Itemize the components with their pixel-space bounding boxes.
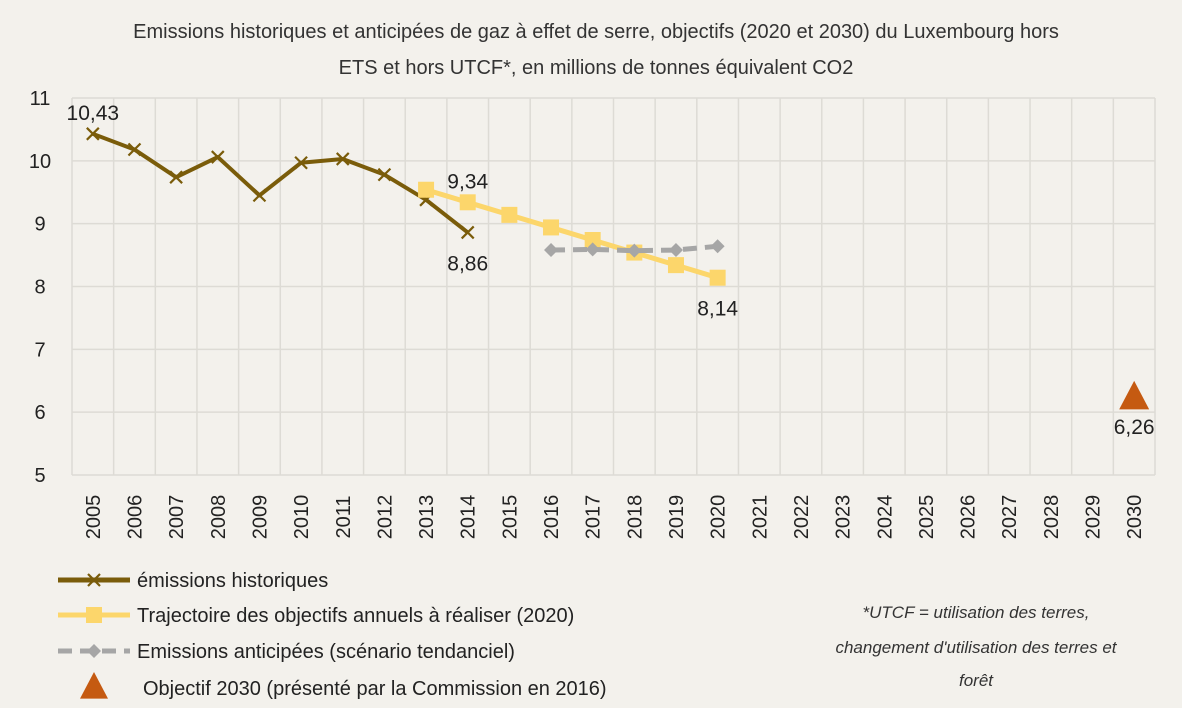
data-point-marker [294,155,308,170]
data-point-marker [544,243,559,258]
data-point-marker [668,243,683,258]
x-tick-label: 2029 [1083,495,1105,540]
legend-item: émissions historiques [58,570,328,592]
x-tick-label: 2030 [1124,495,1146,540]
legend-item: Emissions anticipées (scénario tendancie… [58,641,515,663]
x-tick-label: 2021 [749,495,771,540]
x-tick-label: 2024 [874,495,896,540]
y-tick-label: 7 [34,339,45,361]
data-label: 9,34 [447,170,488,193]
x-tick-label: 2023 [833,495,855,540]
x-tick-label: 2022 [791,495,813,540]
data-point-marker [710,239,725,254]
x-axis-ticks: 2005 2006 2007 2008 2009 2010 2011 2012 2013 2014… [83,495,1146,540]
data-point-marker [169,170,183,184]
series-line [550,243,718,254]
footnote-line: forêt [959,671,994,690]
x-tick-label: 2011 [333,495,355,538]
y-tick-label: 8 [34,277,45,299]
data-labels: 10,43 9,34 8,86 8,14 6,26 [67,102,1155,439]
x-tick-label: 2020 [708,495,730,540]
data-label: 8,14 [697,298,738,321]
data-point-marker [460,225,475,240]
x-tick-label: 2015 [499,495,521,540]
y-tick-label: 5 [34,465,45,487]
data-point-marker [543,219,560,236]
data-point-marker [252,188,267,203]
y-tick-label: 9 [34,214,45,236]
legend: émissions historiques Trajectoire des obj… [58,570,607,700]
x-tick-label: 2028 [1041,495,1063,540]
data-point-marker [127,142,142,157]
legend-label: émissions historiques [137,570,328,592]
data-point-marker [418,181,435,198]
x-tick-label: 2014 [458,495,480,540]
x-tick-label: 2016 [541,495,563,540]
series-1 [86,127,475,240]
y-tick-label: 10 [29,151,51,173]
data-point-marker [80,672,108,699]
data-point-marker [86,607,102,623]
data-point-marker [709,269,726,286]
data-label: 6,26 [1114,416,1155,439]
x-tick-label: 2018 [624,495,646,540]
y-tick-label: 6 [34,402,45,424]
footnote: *UTCF = utilisation des terres, changemen… [835,603,1117,690]
data-point-marker [585,242,600,257]
x-tick-label: 2026 [958,495,980,540]
x-tick-label: 2012 [374,495,396,540]
footnote-line: changement d'utilisation des terres et [835,638,1117,657]
x-tick-label: 2005 [83,495,105,540]
chart-title-line-1: Emissions historiques et anticipées de g… [133,21,1059,43]
footnote-line: *UTCF = utilisation des terres, [863,603,1090,622]
legend-item: Objectif 2030 (présenté par la Commissio… [80,672,607,700]
legend-label: Objectif 2030 (présenté par la Commissio… [143,678,607,700]
series-layer [86,127,1150,410]
data-point-marker [86,127,100,141]
data-point-marker [627,243,642,258]
series-4 [1119,380,1150,410]
y-axis-ticks: 5 6 7 8 9 10 11 [29,88,51,487]
grid [71,97,1156,476]
x-tick-label: 2007 [166,495,188,540]
series-3 [544,239,725,258]
data-point-marker [211,150,225,164]
x-tick-label: 2009 [249,495,271,540]
x-tick-label: 2008 [208,495,230,540]
series-line [92,131,469,235]
data-point-marker [335,152,350,166]
x-tick-label: 2017 [583,495,605,540]
legend-item: Trajectoire des objectifs annuels à réal… [58,605,574,627]
x-tick-label: 2027 [999,495,1021,540]
legend-label: Trajectoire des objectifs annuels à réal… [137,605,574,627]
data-point-marker [377,167,392,182]
data-point-marker [1119,380,1150,410]
chart-title-line-2: ETS et hors UTCF*, en millions de tonnes… [339,57,854,79]
data-point-marker [584,232,601,249]
data-label: 10,43 [67,102,120,125]
x-tick-label: 2019 [666,495,688,540]
y-tick-label: 11 [30,88,51,110]
x-tick-label: 2013 [416,495,438,540]
data-label: 8,86 [447,252,488,275]
x-tick-label: 2010 [291,495,313,540]
legend-label: Emissions anticipées (scénario tendancie… [137,641,515,663]
data-point-marker [667,257,684,274]
data-point-marker [459,194,476,211]
data-point-marker [87,644,101,658]
data-point-marker [87,573,101,587]
x-tick-label: 2025 [916,495,938,540]
data-point-marker [501,206,518,223]
x-tick-label: 2006 [124,495,146,540]
